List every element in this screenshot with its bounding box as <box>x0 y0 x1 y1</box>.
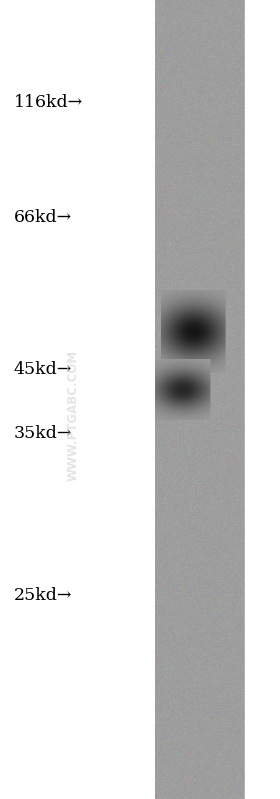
Text: WWW.PTGABC.COM: WWW.PTGABC.COM <box>66 350 79 481</box>
Text: 66kd→: 66kd→ <box>14 209 72 226</box>
Text: 116kd→: 116kd→ <box>14 93 83 111</box>
Text: 25kd→: 25kd→ <box>14 586 72 604</box>
Text: 45kd→: 45kd→ <box>14 361 72 379</box>
Text: 35kd→: 35kd→ <box>14 424 72 442</box>
